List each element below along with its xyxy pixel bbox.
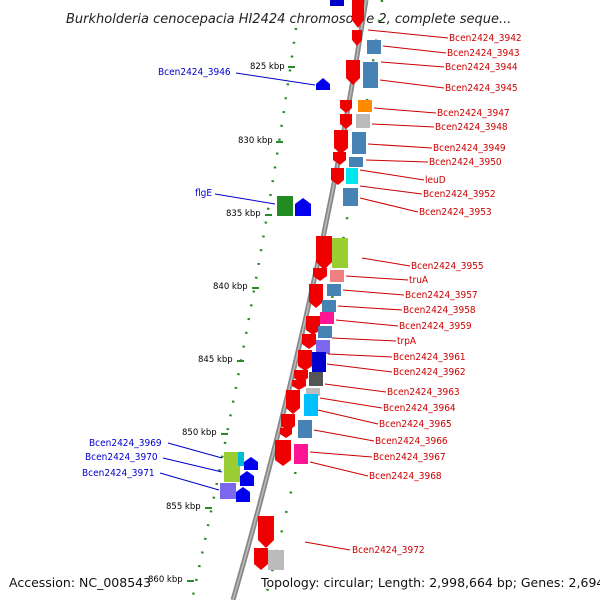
label-trpA[interactable]: trpA: [397, 336, 417, 347]
label-bcen2424-3947[interactable]: Bcen2424_3947: [437, 108, 510, 119]
kbp-scale: 825 kbp 830 kbp 835 kbp 840 kbp 845 kbp …: [148, 62, 295, 585]
tick-850: 850 kbp: [182, 428, 217, 438]
label-bcen2424-3963[interactable]: Bcen2424_3963: [387, 387, 460, 398]
label-bcen2424-3968[interactable]: Bcen2424_3968: [369, 471, 442, 482]
tick-855: 855 kbp: [166, 502, 201, 512]
tick-835: 835 kbp: [226, 209, 261, 219]
tick-845: 845 kbp: [198, 355, 233, 365]
map-title: Burkholderia cenocepacia HI2424 chromoso…: [66, 12, 511, 27]
label-bcen2424-3970[interactable]: Bcen2424_3970: [85, 452, 158, 463]
forward-genes: [254, 0, 381, 570]
label-bcen2424-3946[interactable]: Bcen2424_3946: [158, 67, 231, 78]
label-bcen2424-3962[interactable]: Bcen2424_3962: [393, 367, 466, 378]
reverse-genes: [220, 78, 330, 502]
label-leuD[interactable]: leuD: [425, 175, 446, 186]
label-bcen2424-3942[interactable]: Bcen2424_3942: [449, 33, 522, 44]
tick-860: 860 kbp: [148, 575, 183, 585]
right-gene-labels: Bcen2424_3942 Bcen2424_3943 Bcen2424_394…: [304, 29, 522, 556]
backbone-highlight: [232, 0, 367, 600]
tick-825: 825 kbp: [250, 62, 285, 72]
label-bcen2424-3952[interactable]: Bcen2424_3952: [423, 189, 496, 200]
label-bcen2424-3964[interactable]: Bcen2424_3964: [383, 403, 456, 414]
label-bcen2424-3955[interactable]: Bcen2424_3955: [411, 261, 484, 272]
label-bcen2424-3972[interactable]: Bcen2424_3972: [352, 545, 425, 556]
label-bcen2424-3958[interactable]: Bcen2424_3958: [403, 305, 476, 316]
label-bcen2424-3957[interactable]: Bcen2424_3957: [405, 290, 478, 301]
backbone-track: [230, 0, 369, 600]
label-bcen2424-3965[interactable]: Bcen2424_3965: [379, 419, 452, 430]
label-bcen2424-3950[interactable]: Bcen2424_3950: [429, 157, 502, 168]
topology-text: Topology: circular; Length: 2,998,664 bp…: [260, 575, 600, 590]
label-bcen2424-3949[interactable]: Bcen2424_3949: [433, 143, 506, 154]
label-bcen2424-3961[interactable]: Bcen2424_3961: [393, 352, 466, 363]
label-bcen2424-3944[interactable]: Bcen2424_3944: [445, 62, 518, 73]
label-bcen2424-3943[interactable]: Bcen2424_3943: [447, 48, 520, 59]
label-bcen2424-3948[interactable]: Bcen2424_3948: [435, 122, 508, 133]
left-gene-labels: Bcen2424_3946 flgE Bcen2424_3969 Bcen242…: [82, 67, 316, 491]
label-bcen2424-3969[interactable]: Bcen2424_3969: [89, 438, 162, 449]
label-flgE[interactable]: flgE: [195, 188, 212, 199]
label-bcen2424-3966[interactable]: Bcen2424_3966: [375, 436, 448, 447]
tick-840: 840 kbp: [213, 282, 248, 292]
tick-830: 830 kbp: [238, 136, 273, 146]
label-bcen2424-3967[interactable]: Bcen2424_3967: [373, 452, 446, 463]
label-bcen2424-3959[interactable]: Bcen2424_3959: [399, 321, 472, 332]
label-bcen2424-3945[interactable]: Bcen2424_3945: [445, 83, 518, 94]
inner-tick-ring: [190, 27, 298, 600]
accession-text: Accession: NC_008543: [9, 575, 151, 590]
label-bcen2424-3971[interactable]: Bcen2424_3971: [82, 468, 155, 479]
label-bcen2424-3953[interactable]: Bcen2424_3953: [419, 207, 492, 218]
label-truA[interactable]: truA: [409, 275, 429, 286]
